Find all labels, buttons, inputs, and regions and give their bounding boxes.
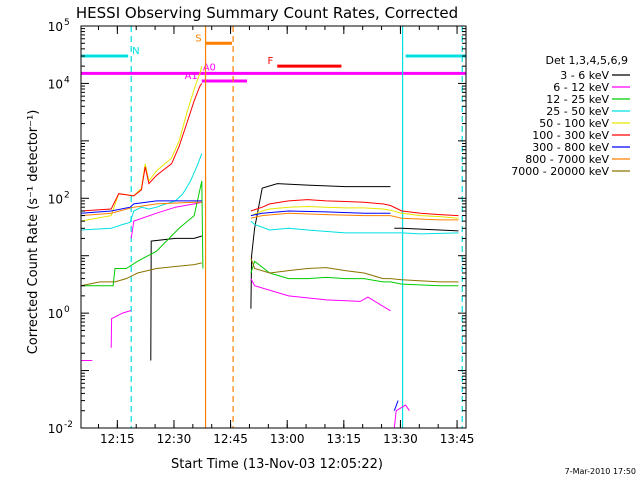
y-tick-label: 10 2 — [48, 190, 70, 206]
y-axis-label: Corrected Count Rate (s⁻¹ detector⁻¹) — [26, 110, 41, 355]
series-segment — [250, 183, 391, 309]
series-segment — [250, 278, 391, 312]
annotation-label: A0 — [203, 62, 216, 73]
series-800to7000keV-line — [80, 201, 459, 221]
series-segment — [80, 65, 203, 222]
legend-entry-label: 100 - 300 keV — [532, 129, 609, 142]
series-segment — [80, 153, 203, 231]
y-tick-exponent: 5 — [64, 18, 70, 28]
y-tick-base: 10 — [48, 422, 63, 436]
series-segment — [150, 235, 202, 361]
y-tick-base: 10 — [48, 77, 63, 91]
series-segment — [250, 205, 459, 219]
y-tick-base: 10 — [48, 20, 63, 34]
series-segment — [250, 212, 459, 221]
series-segment — [130, 201, 202, 239]
series-50to100keV-line — [80, 65, 459, 222]
annotation-group: N S F A0 A1 — [81, 33, 466, 83]
series-segment — [80, 200, 202, 214]
legend-entry-label: 50 - 100 keV — [539, 117, 609, 130]
plot-frame — [80, 25, 467, 429]
vertical-marker-group — [130, 26, 463, 428]
series-segment — [250, 210, 391, 217]
legend-entry-label: 800 - 7000 keV — [525, 153, 609, 166]
x-tick-label: 12:15 — [100, 432, 135, 446]
x-tick-label: 12:45 — [213, 432, 248, 446]
series-25to50keV-line — [80, 153, 459, 235]
legend-entry-label: 3 - 6 keV — [560, 69, 609, 82]
series-segment — [81, 180, 204, 287]
generation-timestamp: 7-Mar-2010 17:50 — [565, 467, 636, 476]
series-7000to20000keV-line — [80, 258, 459, 287]
series-segment — [110, 310, 132, 348]
y-tick-exponent: 2 — [64, 190, 70, 200]
y-tick-label: 10 0 — [48, 305, 70, 321]
y-tick-exponent: -2 — [64, 420, 73, 430]
series-segment — [250, 220, 459, 235]
y-tick-exponent: 0 — [64, 305, 70, 315]
x-tick-label: 13:00 — [270, 432, 305, 446]
series-segment — [80, 83, 203, 212]
series-segment — [250, 258, 459, 283]
series-6to12keV-line — [81, 201, 410, 429]
series-segment — [250, 199, 459, 217]
x-axis-label: Start Time (13-Nov-03 12:05:22) — [171, 457, 383, 472]
legend-entry-label: 25 - 50 keV — [546, 105, 609, 118]
legend-entry-label: 6 - 12 keV — [553, 81, 609, 94]
y-tick-label: 10 -2 — [48, 420, 73, 436]
legend-entry-label: 300 - 800 keV — [532, 141, 609, 154]
y-tick-base: 10 — [48, 307, 63, 321]
y-tick-base: 10 — [48, 192, 63, 206]
series-segment — [80, 201, 202, 217]
annotation-label: N — [132, 46, 139, 57]
y-tick-label: 10 5 — [48, 18, 70, 34]
annotation-label: A1 — [185, 71, 198, 82]
annotation-label: F — [268, 56, 274, 67]
y-tick-label: 10 4 — [48, 75, 70, 91]
legend-entry-label: 7000 - 20000 keV — [511, 165, 609, 178]
series-segment — [394, 227, 459, 232]
x-tick-label: 12:30 — [157, 432, 192, 446]
x-tick-label: 13:15 — [327, 432, 362, 446]
series-300to800keV-line — [80, 200, 399, 411]
series-segment — [80, 262, 202, 287]
y-tick-exponent: 4 — [64, 75, 70, 85]
series-group — [80, 65, 459, 429]
series-100to300keV-line — [80, 83, 459, 217]
series-segment — [393, 404, 410, 429]
chart-title: HESSI Observing Summary Count Rates, Cor… — [76, 4, 458, 22]
legend-entry-label: 12 - 25 keV — [546, 93, 609, 106]
x-tick-label: 13:45 — [440, 432, 475, 446]
series-segment — [393, 400, 399, 411]
legend-title: Det 1,3,4,5,6,9 — [545, 54, 628, 67]
series-segment — [250, 260, 459, 287]
x-tick-label: 13:30 — [383, 432, 418, 446]
series-3to6keV-line — [150, 183, 459, 361]
annotation-label: S — [195, 33, 201, 44]
